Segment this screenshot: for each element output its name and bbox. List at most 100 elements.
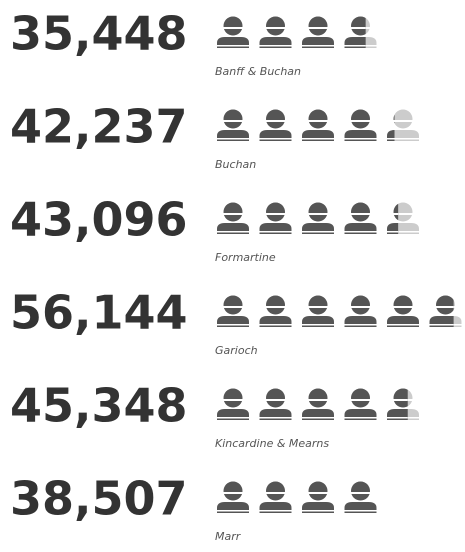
person-face-stripe bbox=[265, 306, 286, 308]
person-face-stripe bbox=[265, 399, 286, 401]
person-face-stripe bbox=[393, 120, 413, 122]
person-base-stripe bbox=[217, 510, 249, 512]
person-base-stripe bbox=[259, 417, 292, 419]
person-head bbox=[351, 388, 370, 408]
person-face-stripe bbox=[265, 27, 286, 29]
person-base-stripe bbox=[344, 45, 366, 47]
person-head bbox=[351, 109, 370, 129]
person-head bbox=[266, 109, 285, 129]
value-label: 35,448 bbox=[10, 7, 188, 61]
person-face-stripe bbox=[308, 120, 328, 122]
person-head bbox=[266, 481, 285, 501]
person-head bbox=[393, 388, 408, 408]
person-icon bbox=[217, 481, 249, 513]
person-icon bbox=[259, 109, 292, 141]
person-base-stripe bbox=[259, 231, 292, 233]
pictogram-row bbox=[217, 109, 419, 141]
person-face-stripe bbox=[265, 120, 286, 122]
person-face-stripe bbox=[223, 120, 243, 122]
category-label: Banff & Buchan bbox=[215, 65, 301, 78]
person-face-stripe bbox=[435, 306, 454, 308]
person-head bbox=[393, 202, 413, 222]
person-base-stripe bbox=[302, 138, 334, 140]
person-icon bbox=[217, 202, 249, 234]
person-icon bbox=[344, 16, 366, 48]
person-head bbox=[266, 16, 285, 36]
person-icon bbox=[387, 295, 419, 327]
person-base-stripe bbox=[217, 417, 249, 419]
person-head bbox=[393, 109, 413, 129]
person-base-stripe bbox=[344, 324, 377, 326]
person-base-stripe bbox=[302, 324, 334, 326]
person-base-stripe bbox=[344, 138, 377, 140]
person-icon bbox=[217, 16, 249, 48]
person-base-stripe bbox=[302, 417, 334, 419]
person-base-stripe bbox=[387, 324, 419, 326]
person-icon bbox=[387, 114, 395, 141]
person-icon bbox=[217, 388, 249, 420]
value-label: 42,237 bbox=[10, 100, 188, 154]
person-icon bbox=[344, 202, 377, 234]
person-icon bbox=[302, 202, 334, 234]
person-icon bbox=[302, 481, 334, 513]
person-head bbox=[308, 295, 328, 315]
person-face-stripe bbox=[308, 492, 328, 494]
person-base-stripe bbox=[302, 45, 334, 47]
person-icon bbox=[387, 388, 408, 420]
person-head bbox=[436, 295, 454, 315]
category-label: Marr bbox=[215, 530, 242, 543]
person-base-stripe bbox=[387, 138, 395, 140]
person-head bbox=[266, 295, 285, 315]
person-base-stripe bbox=[217, 324, 249, 326]
person-base-stripe bbox=[429, 324, 454, 326]
person-head bbox=[351, 481, 370, 501]
person-icon bbox=[344, 109, 377, 141]
person-icon bbox=[344, 481, 377, 513]
person-icon bbox=[302, 16, 334, 48]
person-face-stripe bbox=[308, 399, 328, 401]
person-face-stripe bbox=[393, 213, 399, 215]
person-icon bbox=[217, 295, 249, 327]
person-icon bbox=[302, 295, 334, 327]
person-icon bbox=[387, 203, 399, 234]
person-icon bbox=[259, 202, 292, 234]
person-face-stripe bbox=[350, 399, 371, 401]
person-head bbox=[223, 16, 243, 36]
person-base-stripe bbox=[387, 138, 419, 140]
person-icon bbox=[344, 388, 377, 420]
category-label: Formartine bbox=[215, 251, 276, 264]
pictogram-row bbox=[217, 202, 419, 234]
pictogram-row bbox=[217, 388, 419, 420]
person-base-stripe bbox=[302, 231, 334, 233]
person-icon bbox=[259, 481, 292, 513]
person-head bbox=[393, 203, 399, 221]
person-icon bbox=[429, 295, 454, 327]
person-base-stripe bbox=[217, 45, 249, 47]
person-icon bbox=[259, 388, 292, 420]
person-head bbox=[351, 16, 366, 36]
person-face-stripe bbox=[223, 399, 243, 401]
person-face-stripe bbox=[350, 492, 371, 494]
person-base-stripe bbox=[387, 231, 419, 233]
value-label: 45,348 bbox=[10, 379, 188, 433]
person-base-stripe bbox=[344, 417, 377, 419]
person-face-stripe bbox=[393, 120, 395, 122]
person-face-stripe bbox=[308, 27, 328, 29]
person-face-stripe bbox=[393, 213, 413, 215]
person-head bbox=[266, 202, 285, 222]
person-head bbox=[308, 388, 328, 408]
person-base-stripe bbox=[217, 231, 249, 233]
person-head bbox=[223, 295, 243, 315]
person-face-stripe bbox=[223, 492, 243, 494]
person-face-stripe bbox=[350, 27, 366, 29]
person-base-stripe bbox=[259, 510, 292, 512]
person-face-stripe bbox=[265, 213, 286, 215]
person-head bbox=[393, 295, 413, 315]
person-head bbox=[223, 109, 243, 129]
person-face-stripe bbox=[350, 120, 371, 122]
person-head bbox=[308, 109, 328, 129]
person-face-stripe bbox=[223, 27, 243, 29]
person-base-stripe bbox=[344, 510, 377, 512]
category-label: Garioch bbox=[215, 344, 258, 357]
person-base-stripe bbox=[259, 45, 292, 47]
